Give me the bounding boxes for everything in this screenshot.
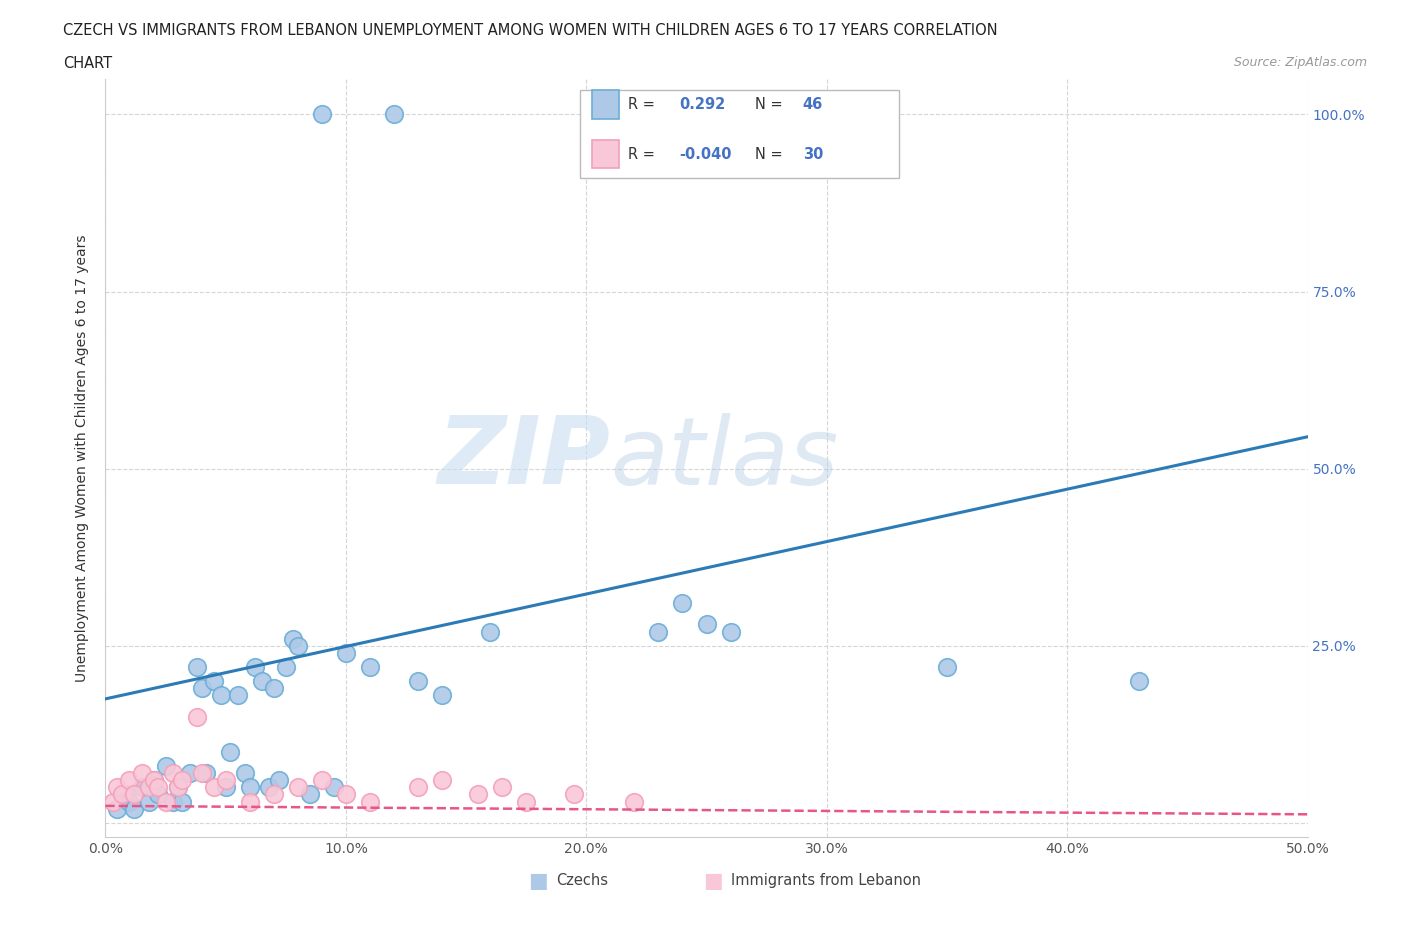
Point bbox=[1128, 673, 1150, 688]
Point bbox=[250, 673, 273, 688]
Point bbox=[214, 780, 236, 795]
Point bbox=[101, 794, 124, 809]
Point bbox=[430, 688, 453, 703]
Point bbox=[322, 780, 344, 795]
Text: ZIP: ZIP bbox=[437, 412, 610, 504]
Point bbox=[131, 780, 153, 795]
Point bbox=[226, 688, 249, 703]
Point bbox=[155, 759, 177, 774]
Y-axis label: Unemployment Among Women with Children Ages 6 to 17 years: Unemployment Among Women with Children A… bbox=[76, 234, 90, 682]
Point bbox=[172, 773, 194, 788]
Point bbox=[239, 794, 262, 809]
Point bbox=[118, 794, 141, 809]
Point bbox=[179, 765, 201, 780]
Point bbox=[124, 787, 146, 802]
Point bbox=[138, 780, 160, 795]
Text: N =: N = bbox=[755, 147, 782, 162]
Point bbox=[162, 765, 184, 780]
Point bbox=[287, 780, 309, 795]
Bar bbox=[592, 90, 619, 119]
Point bbox=[209, 688, 232, 703]
Point bbox=[430, 773, 453, 788]
Point bbox=[311, 107, 333, 122]
Point bbox=[107, 802, 129, 817]
Point bbox=[696, 617, 718, 631]
Point bbox=[335, 645, 357, 660]
Point bbox=[138, 794, 160, 809]
Point bbox=[382, 107, 405, 122]
Point bbox=[406, 673, 429, 688]
Text: R =: R = bbox=[628, 98, 655, 113]
Point bbox=[233, 765, 256, 780]
Point bbox=[219, 745, 242, 760]
Point bbox=[172, 794, 194, 809]
Point bbox=[148, 787, 170, 802]
Point bbox=[202, 673, 225, 688]
Point bbox=[263, 681, 285, 696]
Point bbox=[166, 780, 188, 795]
Point bbox=[267, 773, 290, 788]
Point bbox=[287, 638, 309, 653]
Point bbox=[479, 624, 502, 639]
Text: CZECH VS IMMIGRANTS FROM LEBANON UNEMPLOYMENT AMONG WOMEN WITH CHILDREN AGES 6 T: CZECH VS IMMIGRANTS FROM LEBANON UNEMPLO… bbox=[63, 23, 998, 38]
Text: Czechs: Czechs bbox=[557, 873, 609, 888]
Bar bbox=[592, 140, 619, 168]
Point bbox=[214, 773, 236, 788]
Point bbox=[243, 659, 266, 674]
Point bbox=[186, 710, 208, 724]
Point bbox=[298, 787, 321, 802]
Point bbox=[202, 780, 225, 795]
Point bbox=[281, 631, 304, 646]
Point bbox=[111, 787, 134, 802]
Point bbox=[359, 659, 381, 674]
Point bbox=[107, 780, 129, 795]
Text: atlas: atlas bbox=[610, 413, 838, 503]
Point bbox=[406, 780, 429, 795]
Text: ■: ■ bbox=[529, 871, 548, 891]
Point bbox=[257, 780, 280, 795]
Point bbox=[263, 787, 285, 802]
Point bbox=[186, 659, 208, 674]
Text: 46: 46 bbox=[803, 98, 823, 113]
Point bbox=[239, 780, 262, 795]
Point bbox=[671, 596, 693, 611]
Point bbox=[190, 681, 212, 696]
Point bbox=[274, 659, 297, 674]
Point bbox=[124, 802, 146, 817]
Point bbox=[311, 773, 333, 788]
Point bbox=[515, 794, 537, 809]
Point bbox=[647, 624, 669, 639]
Text: N =: N = bbox=[755, 98, 782, 113]
Text: -0.040: -0.040 bbox=[679, 147, 731, 162]
Point bbox=[162, 794, 184, 809]
Point bbox=[335, 787, 357, 802]
Point bbox=[142, 773, 165, 788]
Point bbox=[720, 624, 742, 639]
Point bbox=[467, 787, 489, 802]
Point bbox=[166, 780, 188, 795]
Point bbox=[195, 765, 218, 780]
Point bbox=[359, 794, 381, 809]
Text: ■: ■ bbox=[703, 871, 723, 891]
Point bbox=[936, 659, 959, 674]
Point bbox=[114, 787, 136, 802]
Text: 0.292: 0.292 bbox=[679, 98, 725, 113]
Point bbox=[491, 780, 513, 795]
Point bbox=[562, 787, 585, 802]
Text: CHART: CHART bbox=[63, 56, 112, 71]
Text: 30: 30 bbox=[803, 147, 823, 162]
Point bbox=[190, 765, 212, 780]
Point bbox=[131, 765, 153, 780]
Point bbox=[118, 773, 141, 788]
Text: Source: ZipAtlas.com: Source: ZipAtlas.com bbox=[1233, 56, 1367, 69]
Text: R =: R = bbox=[628, 147, 655, 162]
Text: Immigrants from Lebanon: Immigrants from Lebanon bbox=[731, 873, 921, 888]
Point bbox=[155, 794, 177, 809]
Point bbox=[148, 780, 170, 795]
FancyBboxPatch shape bbox=[581, 90, 898, 178]
Point bbox=[623, 794, 645, 809]
Point bbox=[142, 773, 165, 788]
